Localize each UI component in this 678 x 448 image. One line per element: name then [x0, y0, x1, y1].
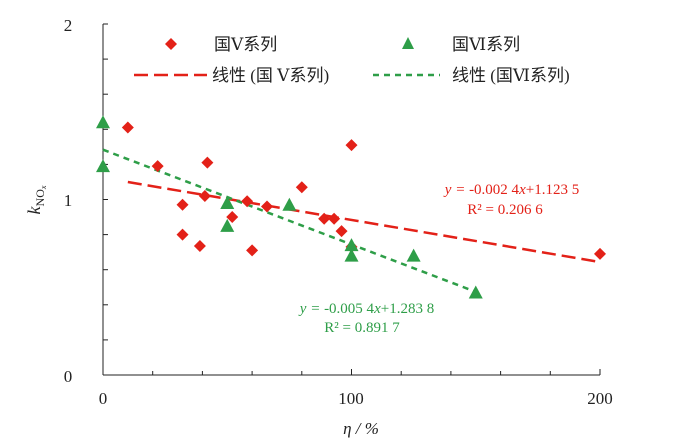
- triangle-marker: [344, 248, 359, 262]
- y-axis-title-subsub: x: [39, 185, 48, 190]
- legend-triangle-marker: [402, 37, 414, 49]
- triangle-marker: [220, 196, 235, 210]
- trend2-equation: y = -0.005 4x+1.283 8 R² = 0.891 7: [298, 301, 434, 336]
- legend-item-series2: 国Ⅵ系列: [402, 35, 520, 54]
- y-tick-labels: 2 1 0: [64, 16, 73, 386]
- diamond-marker: [151, 160, 164, 173]
- y-axis-title-main: k: [24, 205, 44, 214]
- legend-item-trend2: 线性 (国Ⅵ系列): [373, 66, 570, 85]
- diamond-marker: [295, 181, 308, 194]
- diamond-marker: [345, 139, 358, 152]
- x-axis-title: η / %: [343, 419, 379, 438]
- trendlines: [102, 148, 601, 294]
- legend-label-trend1: 线性 (国 Ⅴ系列): [212, 66, 329, 85]
- diamond-marker: [328, 212, 341, 225]
- triangle-marker: [96, 115, 110, 129]
- svg-text:kNOx: kNOx: [24, 185, 48, 214]
- x-tick-labels: 0 100 200: [99, 389, 613, 408]
- diamond-marker: [201, 156, 214, 169]
- diamond-marker: [121, 121, 134, 134]
- x-tick-label: 100: [338, 389, 364, 408]
- triangle-marker: [406, 248, 421, 262]
- y-axis-title: kNOx: [24, 185, 48, 214]
- legend-label-series2: 国Ⅵ系列: [452, 35, 520, 54]
- diamond-marker: [261, 200, 274, 213]
- legend-label-trend2: 线性 (国Ⅵ系列): [452, 66, 570, 85]
- diamond-marker: [226, 211, 239, 224]
- diamond-marker: [318, 212, 331, 225]
- legend-item-trend1: 线性 (国 Ⅴ系列): [134, 66, 329, 85]
- trendline-2: [102, 148, 477, 294]
- legend-item-series1: 国Ⅴ系列: [165, 35, 277, 54]
- eq1-prefix: y =: [443, 182, 469, 198]
- diamond-marker: [176, 198, 189, 211]
- eq2-tail: +1.283 8: [381, 301, 434, 317]
- diamond-marker: [176, 228, 189, 241]
- eq1-slope: -0.002 4: [469, 182, 519, 198]
- eq2-prefix: y =: [298, 301, 324, 317]
- triangle-marker: [468, 285, 483, 299]
- legend: 国Ⅴ系列 国Ⅵ系列 线性 (国 Ⅴ系列) 线性 (国Ⅵ系列): [134, 35, 570, 85]
- diamond-marker: [335, 225, 348, 238]
- eq1-r2: R² = 0.206 6: [467, 202, 543, 218]
- svg-text:y = -0.002 4x+1.123 5: y = -0.002 4x+1.123 5: [443, 182, 579, 198]
- eq2-slope: -0.005 4: [324, 301, 374, 317]
- eq2-var: x: [373, 301, 381, 317]
- x-tick-label: 200: [587, 389, 613, 408]
- y-tick-label: 2: [64, 16, 73, 35]
- eq2-r2: R² = 0.891 7: [324, 320, 400, 336]
- eq1-var: x: [518, 182, 526, 198]
- legend-diamond-marker: [165, 38, 177, 50]
- data-markers: [96, 115, 606, 299]
- x-tick-label: 0: [99, 389, 108, 408]
- y-tick-label: 1: [64, 191, 73, 210]
- legend-label-series1: 国Ⅴ系列: [214, 35, 277, 54]
- diamond-marker: [246, 244, 259, 257]
- y-axis-title-sub: NO: [33, 189, 47, 207]
- diamond-marker: [241, 195, 254, 208]
- y-tick-label: 0: [64, 367, 73, 386]
- svg-text:y = -0.005 4x+1.283 8: y = -0.005 4x+1.283 8: [298, 301, 434, 317]
- diamond-marker: [198, 189, 211, 202]
- eq1-tail: +1.123 5: [526, 182, 579, 198]
- triangle-marker: [96, 159, 110, 173]
- axis-ticks: [103, 23, 601, 375]
- diamond-marker: [193, 240, 206, 253]
- triangle-marker: [282, 197, 297, 211]
- triangle-marker: [344, 238, 359, 252]
- triangle-marker: [220, 218, 235, 232]
- trend1-equation: y = -0.002 4x+1.123 5 R² = 0.206 6: [443, 182, 579, 218]
- diamond-marker: [594, 247, 606, 260]
